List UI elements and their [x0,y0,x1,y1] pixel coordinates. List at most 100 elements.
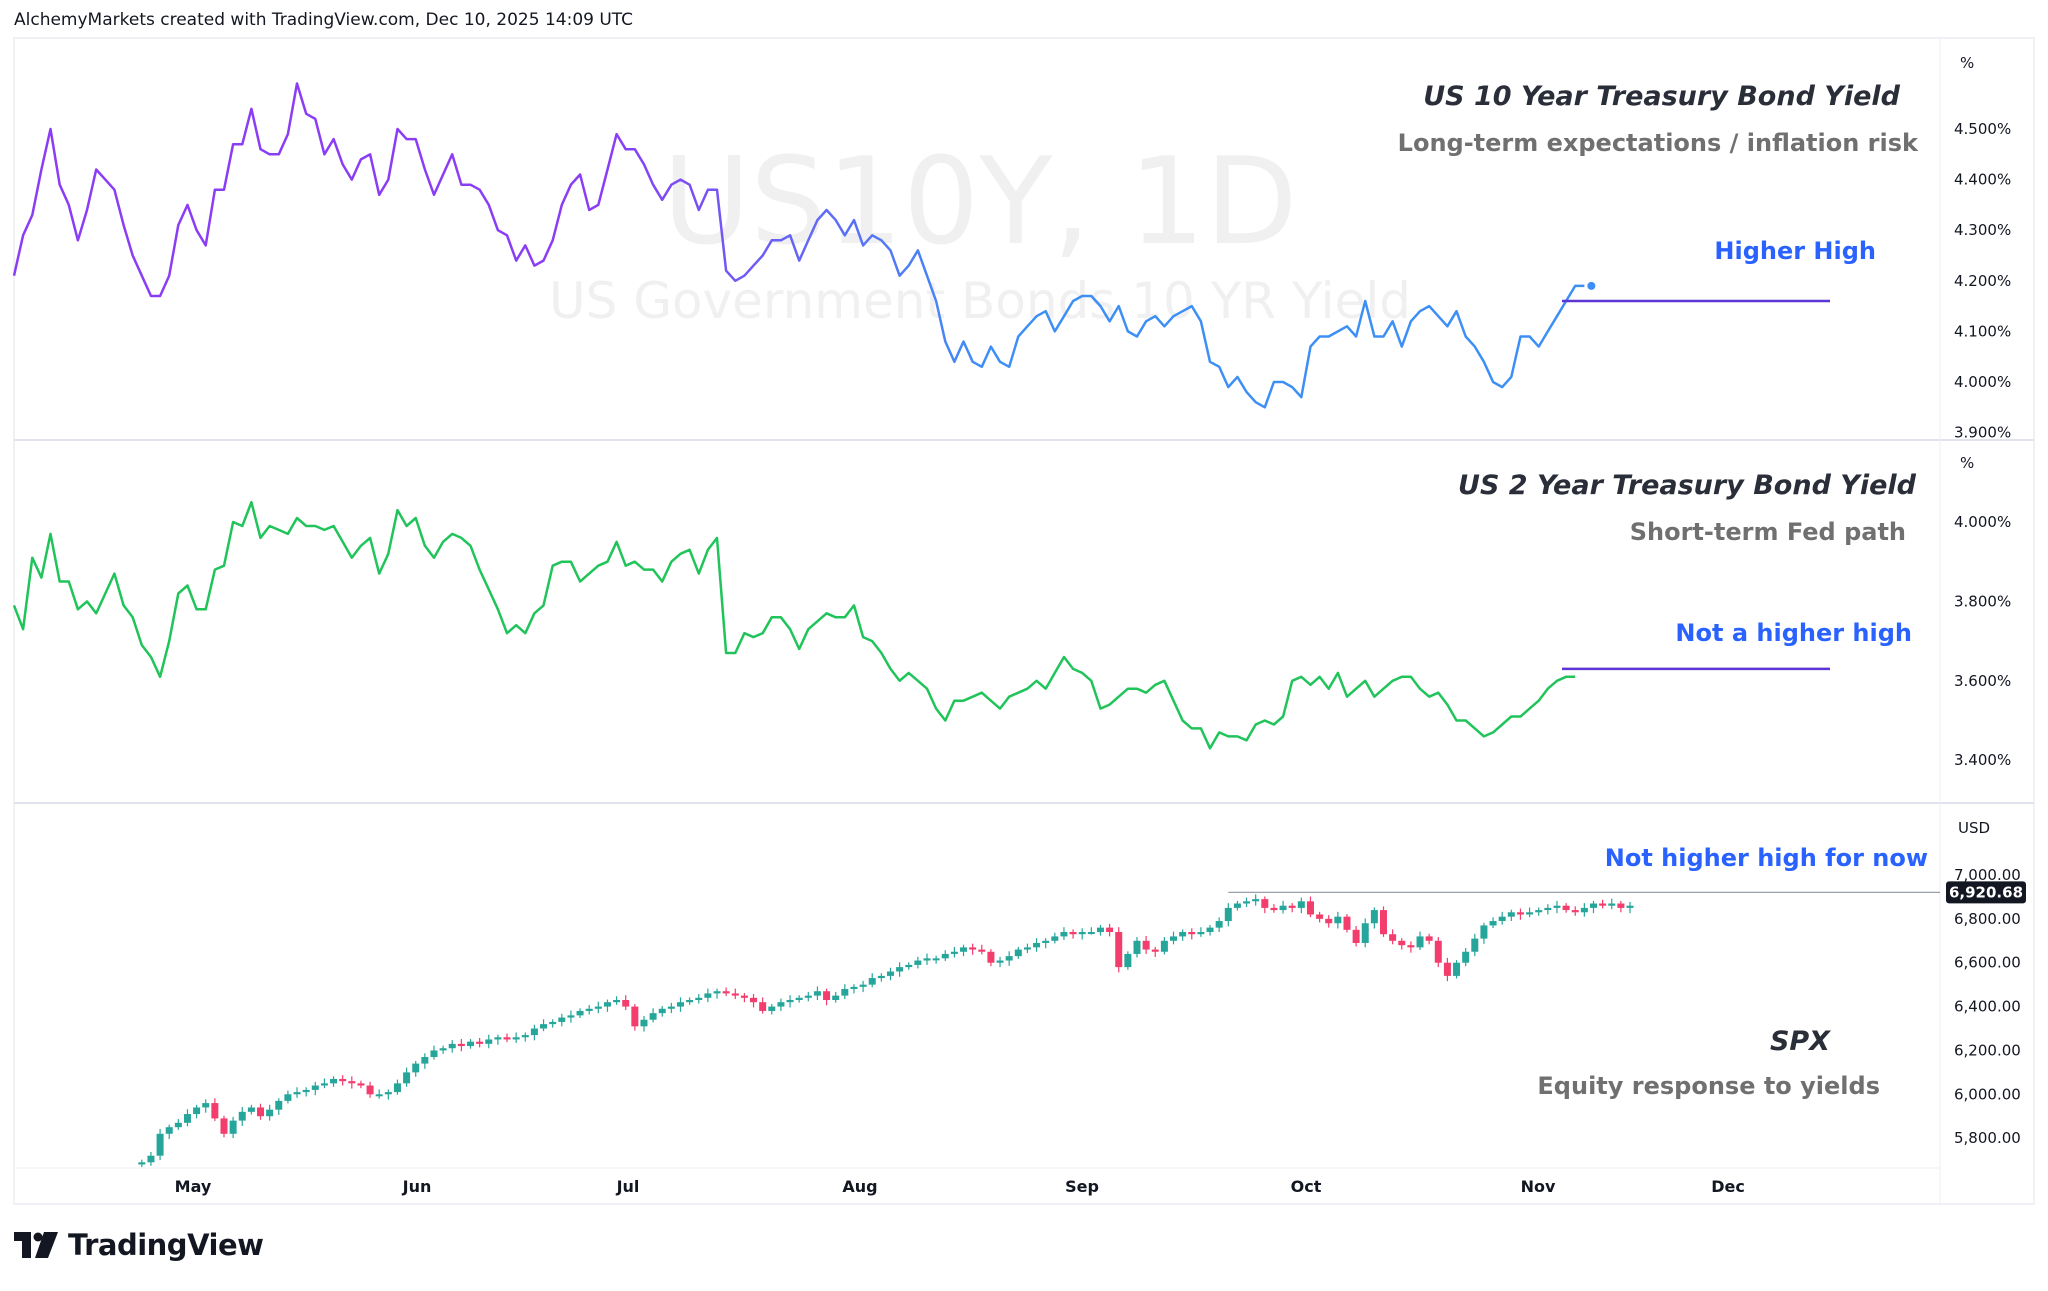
spx-candle[interactable] [476,1037,484,1048]
spx-candle[interactable] [1608,898,1616,910]
spx-candle[interactable] [211,1098,219,1122]
spx-candle[interactable] [786,995,794,1008]
spx-candle[interactable] [1160,937,1168,955]
spx-candle[interactable] [320,1078,328,1089]
spx-candle[interactable] [1343,914,1351,933]
spx-candle[interactable] [1325,915,1333,928]
spx-candle[interactable] [704,988,712,1003]
spx-candle[interactable] [257,1103,265,1120]
spx-candle[interactable] [1297,897,1305,914]
spx-candle[interactable] [220,1115,228,1138]
spx-candle[interactable] [357,1080,365,1089]
spx-candle[interactable] [941,950,949,961]
spx-candle[interactable] [1179,929,1187,941]
spx-pane[interactable]: 7,000.00 6,800.00 6,600.00 6,400.00 6,200.00… [138,866,2021,1168]
spx-candle[interactable] [403,1067,411,1087]
spx-candle[interactable] [247,1104,255,1115]
spx-candle[interactable] [1507,909,1515,922]
spx-candle[interactable] [1197,927,1205,937]
spx-candle[interactable] [430,1045,438,1060]
us2y-pane[interactable]: 4.000% 3.800% 3.600% 3.400% [12,500,2011,769]
spx-candle[interactable] [1489,917,1497,929]
spx-candle[interactable] [558,1013,566,1027]
spx-candle[interactable] [823,988,831,1006]
spx-candle[interactable] [293,1087,301,1098]
spx-candle[interactable] [147,1151,155,1166]
spx-candle[interactable] [1352,926,1360,947]
spx-candle[interactable] [768,1003,776,1015]
spx-candle[interactable] [832,991,840,1003]
spx-candle[interactable] [1571,906,1579,916]
spx-candle[interactable] [366,1081,374,1098]
spx-candle[interactable] [229,1116,237,1139]
spx-candle[interactable] [1224,903,1232,927]
spx-candle[interactable] [676,997,684,1012]
spx-candle[interactable] [348,1076,356,1089]
spx-candle[interactable] [960,944,968,957]
spx-candle[interactable] [1069,929,1077,939]
spx-candle[interactable] [457,1039,465,1052]
spx-candle[interactable] [795,995,803,1003]
spx-candle[interactable] [969,943,977,955]
spx-candle[interactable] [567,1010,575,1023]
spx-candle[interactable] [686,997,694,1005]
spx-candle[interactable] [284,1090,292,1104]
spx-candle[interactable] [1060,927,1068,940]
spx-candle[interactable] [1334,911,1342,929]
spx-candle[interactable] [813,986,821,1001]
spx-candle[interactable] [1535,907,1543,916]
spx-candle[interactable] [1462,948,1470,967]
spx-candle[interactable] [1261,896,1269,914]
spx-candle[interactable] [549,1019,557,1028]
spx-candle[interactable] [987,949,995,967]
spx-candle[interactable] [339,1075,347,1086]
spx-candle[interactable] [1599,899,1607,909]
spx-candle[interactable] [950,946,958,958]
spx-candle[interactable] [649,1008,657,1023]
spx-candle[interactable] [613,996,621,1005]
spx-candle[interactable] [996,956,1004,968]
spx-candle[interactable] [978,944,986,955]
spx-candle[interactable] [1078,928,1086,940]
spx-candle[interactable] [1233,900,1241,911]
spx-candle[interactable] [1270,904,1278,913]
spx-candle[interactable] [1398,938,1406,950]
spx-candle[interactable] [1215,917,1223,933]
spx-candle[interactable] [750,994,758,1008]
time-axis[interactable]: May Jun Jul Aug Sep Oct Nov Dec [175,1177,1745,1196]
spx-candle[interactable] [183,1109,191,1127]
spx-candle[interactable] [1096,925,1104,936]
spx-candle[interactable] [877,973,885,982]
spx-candle[interactable] [585,1005,593,1015]
spx-candle[interactable] [1361,918,1369,948]
spx-candle[interactable] [521,1032,529,1042]
spx-candle[interactable] [722,987,730,997]
spx-candle[interactable] [266,1104,274,1121]
us2y-series-line[interactable] [12,500,1576,750]
spx-candle[interactable] [1252,894,1260,906]
spx-candle[interactable] [1425,933,1433,945]
spx-candle[interactable] [804,991,812,1002]
spx-candle[interactable] [1480,922,1488,944]
spx-candle[interactable] [1626,901,1634,914]
spx-candle[interactable] [202,1099,210,1113]
spx-candle[interactable] [485,1034,493,1049]
spx-candle[interactable] [1170,931,1178,945]
spx-candle[interactable] [1206,925,1214,936]
spx-candle[interactable] [740,992,748,1003]
tradingview-brand[interactable]: TradingView [14,1228,264,1262]
spx-candle[interactable] [640,1016,648,1032]
spx-candle[interactable] [658,1006,666,1017]
spx-candle[interactable] [1526,907,1534,918]
spx-candle[interactable] [467,1039,474,1049]
spx-candle[interactable] [667,1002,675,1014]
spx-candle[interactable] [1042,938,1050,949]
spx-candle[interactable] [932,955,940,964]
spx-candle[interactable] [1124,951,1132,970]
spx-candle[interactable] [1589,900,1597,914]
spx-candle[interactable] [1142,935,1150,954]
spx-candle[interactable] [886,967,894,981]
us10y-pane[interactable]: 4.500% 4.400% 4.300% 4.200% 4.100% 4.000% 3.90… [12,82,2011,442]
spx-candle[interactable] [731,988,739,1000]
